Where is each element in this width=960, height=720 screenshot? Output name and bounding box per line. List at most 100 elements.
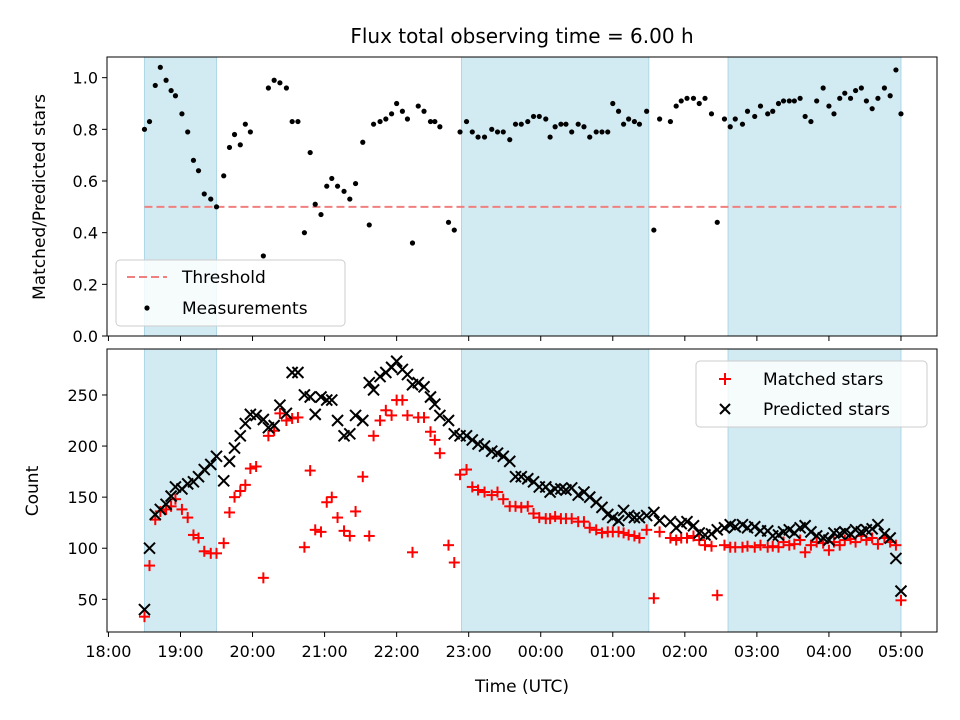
legend-predicted-label: Predicted stars [763, 400, 890, 420]
matched-star-point [386, 409, 398, 421]
predicted-star-point [309, 408, 322, 421]
measurement-point [388, 111, 395, 117]
measurement-point [427, 118, 434, 125]
top-legend: Threshold Measurements [115, 259, 346, 327]
measurement-point [409, 240, 416, 246]
predicted-star-point [521, 472, 534, 485]
measurement-point [721, 116, 728, 122]
predicted-star-point [285, 366, 299, 379]
measurement-point [507, 137, 513, 143]
measurement-point [260, 253, 266, 259]
measurement-point [852, 87, 859, 94]
measurement-point [605, 129, 611, 135]
predicted-star-point [291, 366, 305, 379]
measurement-point [667, 118, 674, 125]
measurement-point [752, 113, 758, 120]
matched-star-point [315, 526, 327, 538]
measurement-point [657, 116, 663, 122]
legend-measurements-swatch [144, 305, 150, 311]
measurement-point [179, 111, 185, 117]
measurement-point [780, 98, 787, 104]
predicted-stars-points [138, 355, 908, 616]
measurement-point [581, 124, 587, 130]
x-tick-label: 20:00 [229, 642, 275, 661]
measurement-point [307, 149, 313, 156]
matched-star-point [839, 534, 851, 546]
matched-star-point [749, 541, 761, 553]
predicted-star-point [424, 390, 437, 404]
matched-star-point [321, 496, 333, 508]
measurement-point [195, 168, 202, 174]
matched-star-point [250, 460, 262, 472]
figure-title: Flux total observing time = 6.00 h [350, 24, 693, 48]
top-y-tick-label: 1.0 [73, 69, 98, 88]
bottom-y-tick-label: 250 [67, 386, 98, 405]
predicted-star-point [466, 433, 479, 447]
predicted-star-point [509, 470, 522, 483]
measurement-point [301, 230, 308, 236]
legend-predicted-swatch [719, 403, 731, 415]
measurement-point [463, 118, 470, 125]
predicted-star-point [159, 498, 173, 511]
measurement-point [265, 85, 271, 91]
matched-star-point [401, 409, 413, 421]
measurement-point [404, 116, 411, 122]
measurement-point [863, 98, 869, 104]
matched-star-point [711, 589, 723, 601]
measurement-point [271, 77, 277, 83]
measurement-point [312, 201, 318, 207]
matched-star-point [633, 532, 645, 544]
measurement-point [445, 219, 452, 225]
measurement-point [808, 118, 814, 125]
measurement-point [739, 121, 746, 127]
predicted-star-point [314, 390, 328, 404]
x-tick-label: 02:00 [662, 642, 708, 661]
matched-star-point [805, 539, 817, 551]
matched-star-point [304, 465, 316, 477]
matched-star-point [736, 541, 748, 553]
measurement-point [481, 134, 488, 140]
bottom-y-tick-label: 150 [67, 488, 98, 507]
measurement-point [289, 118, 295, 125]
predicted-star-point [143, 542, 156, 555]
predicted-star-point [460, 429, 473, 443]
x-tick-label: 01:00 [590, 642, 636, 661]
measurement-point [631, 118, 637, 125]
measurement-point [172, 93, 179, 99]
predicted-star-point [325, 393, 338, 407]
measurement-point [615, 108, 622, 114]
top-y-tick-label: 0.8 [73, 120, 98, 139]
top-x-ticks [107, 336, 902, 341]
matched-star-point [239, 479, 251, 491]
measurement-point [489, 126, 495, 132]
predicted-star-point [401, 368, 414, 381]
matched-star-point [332, 512, 344, 524]
measurement-point [727, 124, 733, 130]
measurement-point [563, 121, 569, 127]
predicted-star-point [280, 407, 293, 420]
predicted-star-point [217, 474, 230, 488]
x-tick-label: 00:00 [518, 642, 564, 661]
matched-star-point [292, 411, 304, 423]
predicted-star-point [164, 489, 178, 503]
measurement-point [881, 85, 888, 91]
measurement-point [201, 191, 207, 197]
matched-star-point [654, 526, 666, 538]
measurement-point [525, 118, 531, 125]
predicted-star-point [883, 531, 897, 545]
measurement-point [283, 85, 290, 91]
matched-star-point [872, 538, 884, 550]
predicted-star-point [138, 603, 151, 616]
matched-star-point [262, 430, 274, 442]
measurement-point [887, 93, 893, 99]
matched-star-point [641, 524, 653, 536]
measurement-point [673, 103, 679, 109]
measurement-point [610, 100, 616, 107]
matched-star-point [326, 491, 338, 503]
measurement-point [858, 85, 864, 91]
matched-star-point [461, 464, 473, 476]
matched-star-point [699, 539, 711, 551]
measurement-point [347, 196, 353, 202]
matched-star-point [788, 538, 800, 550]
measurement-point [146, 118, 153, 125]
